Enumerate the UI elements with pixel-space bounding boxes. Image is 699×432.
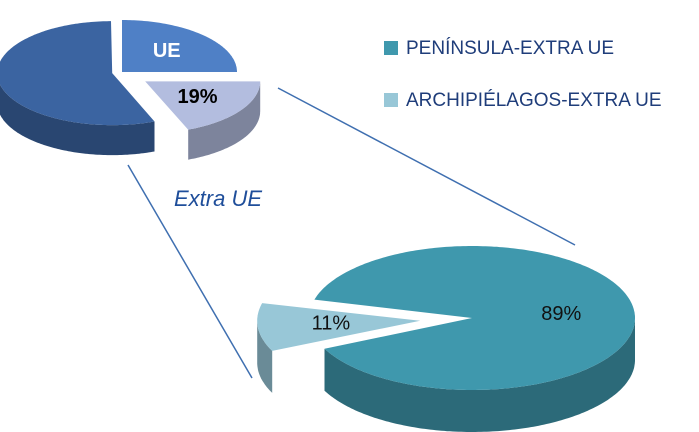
- slice-side: [324, 319, 635, 432]
- slice-label: 89%: [541, 303, 581, 325]
- slice-side: [257, 321, 273, 393]
- slice-label: UE: [153, 40, 181, 62]
- annotation: Extra UE: [174, 186, 262, 211]
- slice-side: [188, 81, 261, 160]
- connector-line: [277, 87, 576, 246]
- legend-label: PENÍNSULA-EXTRA UE: [406, 38, 614, 59]
- slice: [122, 20, 237, 72]
- legend-label: ARCHIPIÉLAGOS-EXTRA UE: [406, 90, 662, 111]
- legend-swatch: [384, 41, 398, 55]
- slice: [257, 303, 421, 351]
- slice: [145, 81, 261, 130]
- slice: [0, 21, 155, 126]
- connector-line: [127, 164, 253, 379]
- legend-swatch: [384, 93, 398, 107]
- slice-side: [0, 84, 155, 156]
- slice-label: 19%: [177, 86, 217, 108]
- slice-label: 11%: [312, 312, 351, 334]
- slice: [314, 246, 635, 390]
